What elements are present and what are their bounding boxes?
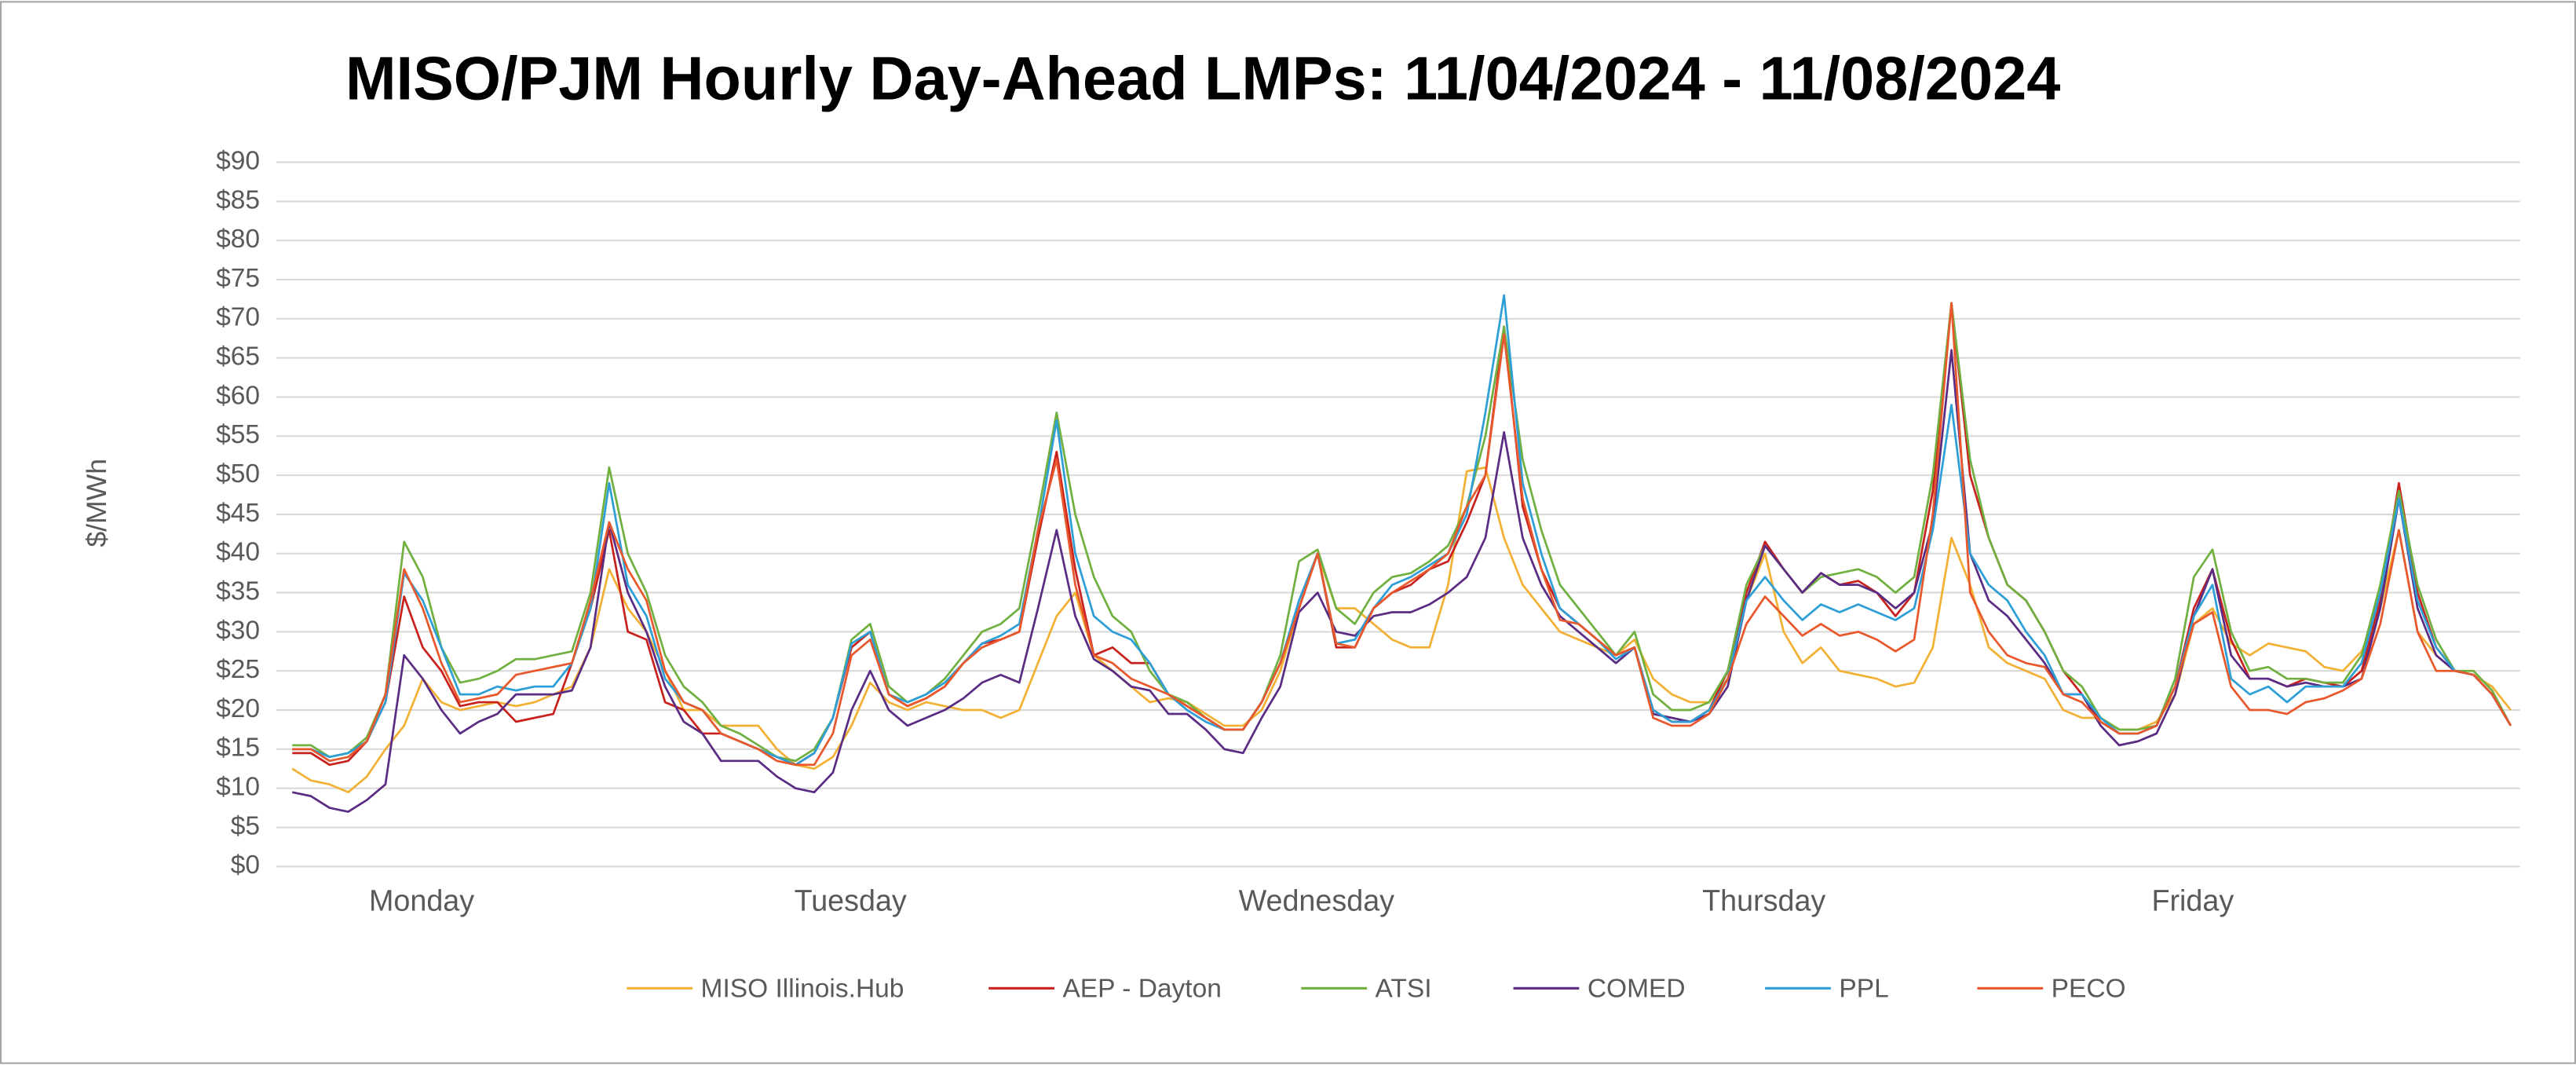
- y-tick-label: $65: [216, 342, 260, 371]
- y-tick-label: $35: [216, 576, 260, 606]
- x-tick-label: Monday: [369, 884, 474, 917]
- x-tick-label: Friday: [2151, 884, 2234, 917]
- y-tick-label: $25: [216, 655, 260, 684]
- y-tick-label: $15: [216, 734, 260, 763]
- chart-title: MISO/PJM Hourly Day-Ahead LMPs: 11/04/20…: [345, 46, 2060, 113]
- y-tick-label: $90: [216, 146, 260, 175]
- legend-label: PPL: [1839, 974, 1888, 1003]
- series-line: [292, 302, 2512, 767]
- y-tick-label: $75: [216, 264, 260, 293]
- y-tick-label: $80: [216, 225, 260, 254]
- legend-label: AEP - Dayton: [1062, 974, 1221, 1003]
- y-axis-label: $/MWh: [81, 459, 112, 547]
- x-tick-label: Tuesday: [795, 884, 907, 917]
- series-line: [291, 349, 2512, 813]
- series-line: [292, 302, 2512, 763]
- y-tick-label: $70: [216, 303, 260, 332]
- y-tick-label: $85: [216, 185, 260, 214]
- y-tick-label: $5: [231, 811, 260, 840]
- y-tick-label: $10: [216, 773, 260, 802]
- legend-label: PECO: [2052, 974, 2126, 1003]
- y-tick-label: $0: [231, 851, 260, 880]
- y-tick-label: $60: [216, 381, 260, 410]
- x-tick-label: Wednesday: [1239, 884, 1395, 917]
- legend-label: MISO Illinois.Hub: [701, 974, 904, 1003]
- y-tick-label: $45: [216, 499, 260, 528]
- y-tick-label: $30: [216, 616, 260, 645]
- y-tick-label: $55: [216, 420, 260, 449]
- x-tick-label: Thursday: [1702, 884, 1825, 917]
- legend-label: ATSI: [1376, 974, 1432, 1003]
- y-tick-label: $40: [216, 538, 260, 567]
- y-tick-label: $20: [216, 694, 260, 723]
- legend-label: COMED: [1588, 974, 1686, 1003]
- y-tick-label: $50: [216, 459, 260, 489]
